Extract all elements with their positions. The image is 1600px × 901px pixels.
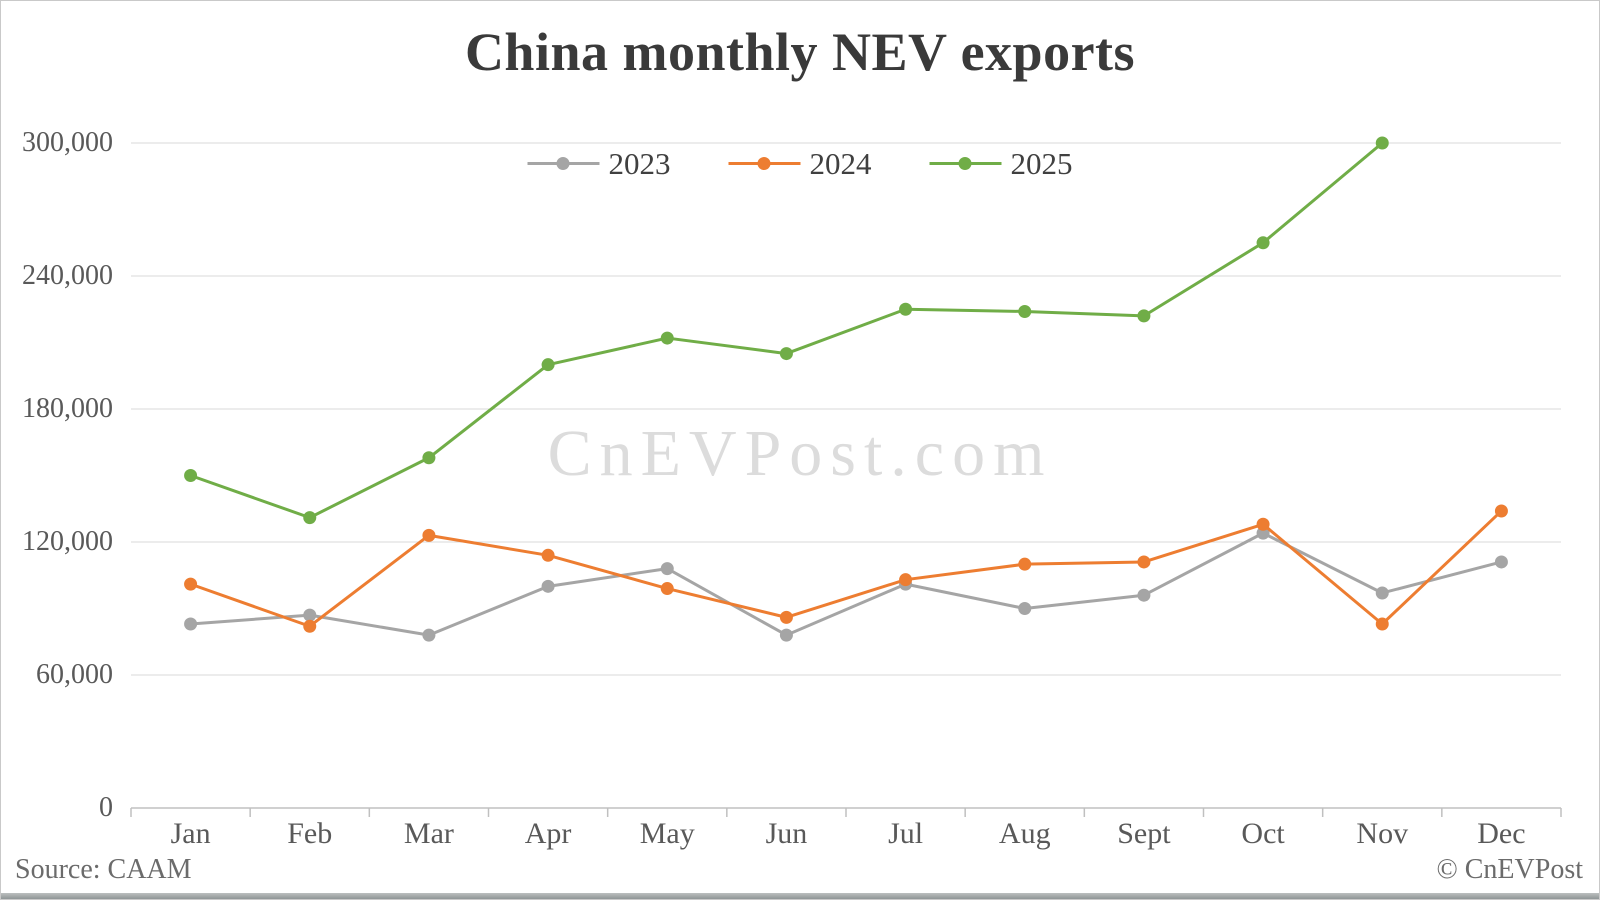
data-point-2025-Apr: [541, 358, 555, 372]
data-point-2024-May: [660, 582, 674, 596]
data-point-2023-Feb: [303, 608, 317, 622]
month-label-jun: Jun: [765, 817, 808, 850]
month-label-jan: Jan: [170, 817, 211, 850]
data-point-2023-Dec: [1494, 555, 1508, 569]
data-point-2024-Apr: [541, 548, 555, 562]
data-point-2023-Jan: [184, 617, 198, 631]
legend-label: 2024: [809, 146, 872, 181]
month-label-feb: Feb: [287, 817, 333, 850]
legend-item-2025: 2025: [929, 146, 1073, 181]
data-point-2024-Jul: [899, 573, 913, 587]
month-label-may: May: [639, 817, 695, 850]
copyright-label: © CnEVPost: [1436, 854, 1583, 885]
data-point-2025-Mar: [422, 451, 436, 465]
data-point-2023-Sept: [1137, 588, 1151, 602]
data-point-2024-Jun: [779, 610, 793, 624]
month-label-sept: Sept: [1117, 817, 1171, 850]
watermark: CnEVPost.com: [547, 417, 1053, 490]
data-point-2023-Nov: [1375, 586, 1389, 600]
data-point-2024-Jan: [184, 577, 198, 591]
legend-item-2023: 2023: [527, 146, 671, 181]
series-line-2023: [190, 531, 1502, 637]
y-axis-label: 60,000: [36, 659, 113, 690]
data-point-2024-Nov: [1375, 617, 1389, 631]
data-point-2024-Mar: [422, 528, 436, 542]
y-axis-label: 180,000: [22, 393, 113, 424]
data-point-2024-Oct: [1256, 517, 1270, 531]
chart-title: China monthly NEV exports: [464, 22, 1136, 82]
month-label-apr: Apr: [524, 817, 572, 850]
y-axis-label: 300,000: [22, 127, 113, 158]
data-point-2025-Feb: [303, 511, 317, 525]
data-point-2025-Jan: [184, 469, 198, 482]
month-label-aug: Aug: [998, 817, 1051, 850]
y-axis-label: 240,000: [22, 260, 113, 291]
legend-line-dot-icon: [527, 157, 600, 170]
data-point-2024-Aug: [1018, 557, 1032, 571]
y-axis-label: 0: [99, 792, 113, 823]
legend-item-2024: 2024: [728, 146, 872, 181]
month-label-nov: Nov: [1356, 817, 1409, 850]
series-line-2024: [190, 509, 1503, 628]
data-point-2025-Nov: [1375, 136, 1389, 150]
legend-line-dot-icon: [929, 157, 1002, 170]
data-point-2023-Apr: [541, 579, 555, 593]
y-axis-label: 120,000: [22, 526, 113, 557]
data-point-2023-May: [660, 562, 674, 576]
legend: 2023 2024 2025: [527, 146, 1073, 181]
data-point-2025-May: [660, 331, 674, 345]
data-point-2025-Sept: [1137, 309, 1151, 323]
month-label-dec: Dec: [1477, 817, 1526, 850]
month-label-jul: Jul: [888, 817, 924, 850]
data-point-2025-Oct: [1256, 236, 1270, 250]
month-label-oct: Oct: [1241, 817, 1285, 850]
data-point-2024-Feb: [303, 619, 317, 633]
data-point-2024-Sept: [1137, 555, 1151, 569]
month-label-mar: Mar: [403, 817, 454, 850]
data-point-2025-Jun: [779, 347, 793, 361]
data-point-2025-Jul: [899, 302, 913, 316]
bottom-border: [1, 893, 1599, 899]
data-point-2023-Jun: [779, 628, 793, 642]
source-label: Source: CAAM: [15, 854, 192, 885]
legend-line-dot-icon: [728, 157, 801, 170]
data-point-2023-Aug: [1018, 602, 1032, 615]
legend-label: 2025: [1010, 146, 1073, 181]
data-point-2025-Aug: [1018, 304, 1032, 318]
legend-label: 2023: [608, 146, 671, 181]
data-point-2023-Mar: [422, 628, 436, 642]
data-point-2024-Dec: [1494, 504, 1508, 518]
